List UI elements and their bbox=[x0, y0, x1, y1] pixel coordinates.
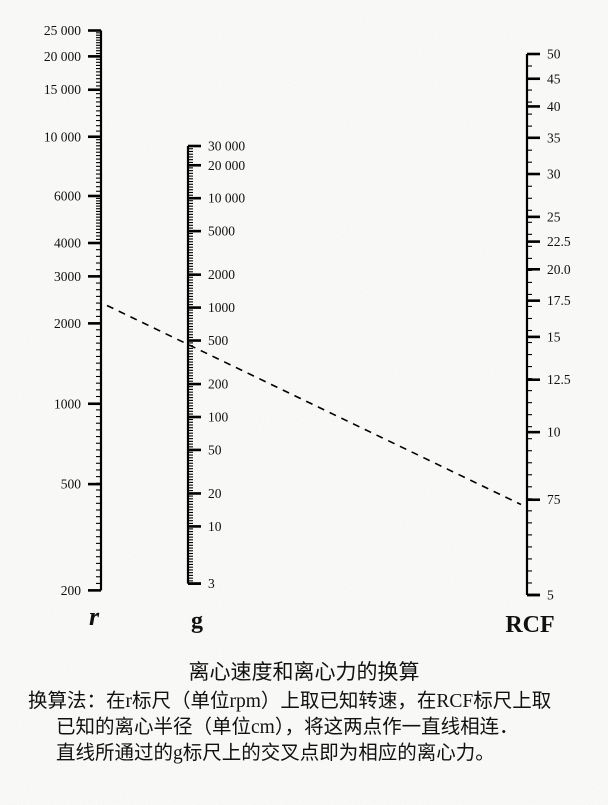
svg-text:3: 3 bbox=[208, 576, 215, 591]
svg-text:200: 200 bbox=[61, 583, 82, 598]
svg-text:10 000: 10 000 bbox=[208, 191, 245, 206]
svg-text:3000: 3000 bbox=[54, 269, 81, 284]
svg-text:25 000: 25 000 bbox=[44, 23, 81, 38]
svg-text:10 000: 10 000 bbox=[44, 129, 81, 144]
svg-text:1000: 1000 bbox=[208, 300, 235, 315]
svg-text:100: 100 bbox=[208, 410, 229, 425]
svg-text:50: 50 bbox=[547, 47, 561, 62]
svg-text:RCF: RCF bbox=[505, 612, 554, 638]
svg-text:已知的离心半径（单位cm），将这两点作一直线相连．: 已知的离心半径（单位cm），将这两点作一直线相连． bbox=[56, 716, 519, 738]
svg-text:2000: 2000 bbox=[54, 316, 81, 331]
svg-text:15: 15 bbox=[547, 329, 561, 344]
svg-text:30 000: 30 000 bbox=[208, 139, 245, 154]
svg-text:10: 10 bbox=[547, 425, 561, 440]
svg-text:10: 10 bbox=[208, 519, 222, 534]
svg-text:6000: 6000 bbox=[54, 188, 81, 203]
svg-text:20 000: 20 000 bbox=[44, 49, 81, 64]
svg-text:20 000: 20 000 bbox=[208, 158, 245, 173]
svg-text:22.5: 22.5 bbox=[547, 234, 571, 249]
svg-text:75: 75 bbox=[547, 492, 561, 507]
svg-text:12.5: 12.5 bbox=[547, 372, 571, 387]
svg-text:200: 200 bbox=[208, 377, 229, 392]
svg-text:直线所通过的g标尺上的交叉点即为相应的离心力。: 直线所通过的g标尺上的交叉点即为相应的离心力。 bbox=[56, 742, 495, 764]
svg-text:r: r bbox=[89, 602, 100, 631]
svg-text:500: 500 bbox=[61, 477, 82, 492]
svg-text:20: 20 bbox=[208, 486, 222, 501]
svg-text:4000: 4000 bbox=[54, 236, 81, 251]
svg-text:500: 500 bbox=[208, 333, 229, 348]
svg-text:45: 45 bbox=[547, 71, 561, 86]
svg-text:35: 35 bbox=[547, 130, 561, 145]
svg-text:2000: 2000 bbox=[208, 267, 235, 282]
svg-text:17.5: 17.5 bbox=[547, 293, 571, 308]
svg-text:50: 50 bbox=[208, 442, 222, 457]
svg-text:25: 25 bbox=[547, 209, 561, 224]
svg-text:换算法：在r标尺（单位rpm）上取已知转速，在RCF标尺上取: 换算法：在r标尺（单位rpm）上取已知转速，在RCF标尺上取 bbox=[28, 690, 551, 712]
svg-text:30: 30 bbox=[547, 167, 561, 182]
svg-text:5000: 5000 bbox=[208, 224, 235, 239]
svg-text:20.0: 20.0 bbox=[547, 262, 571, 277]
svg-text:15 000: 15 000 bbox=[44, 82, 81, 97]
svg-text:g: g bbox=[191, 608, 203, 634]
svg-text:40: 40 bbox=[547, 99, 561, 114]
svg-text:1000: 1000 bbox=[54, 396, 81, 411]
svg-text:5: 5 bbox=[547, 588, 554, 603]
svg-text:离心速度和离心力的换算: 离心速度和离心力的换算 bbox=[189, 660, 420, 684]
